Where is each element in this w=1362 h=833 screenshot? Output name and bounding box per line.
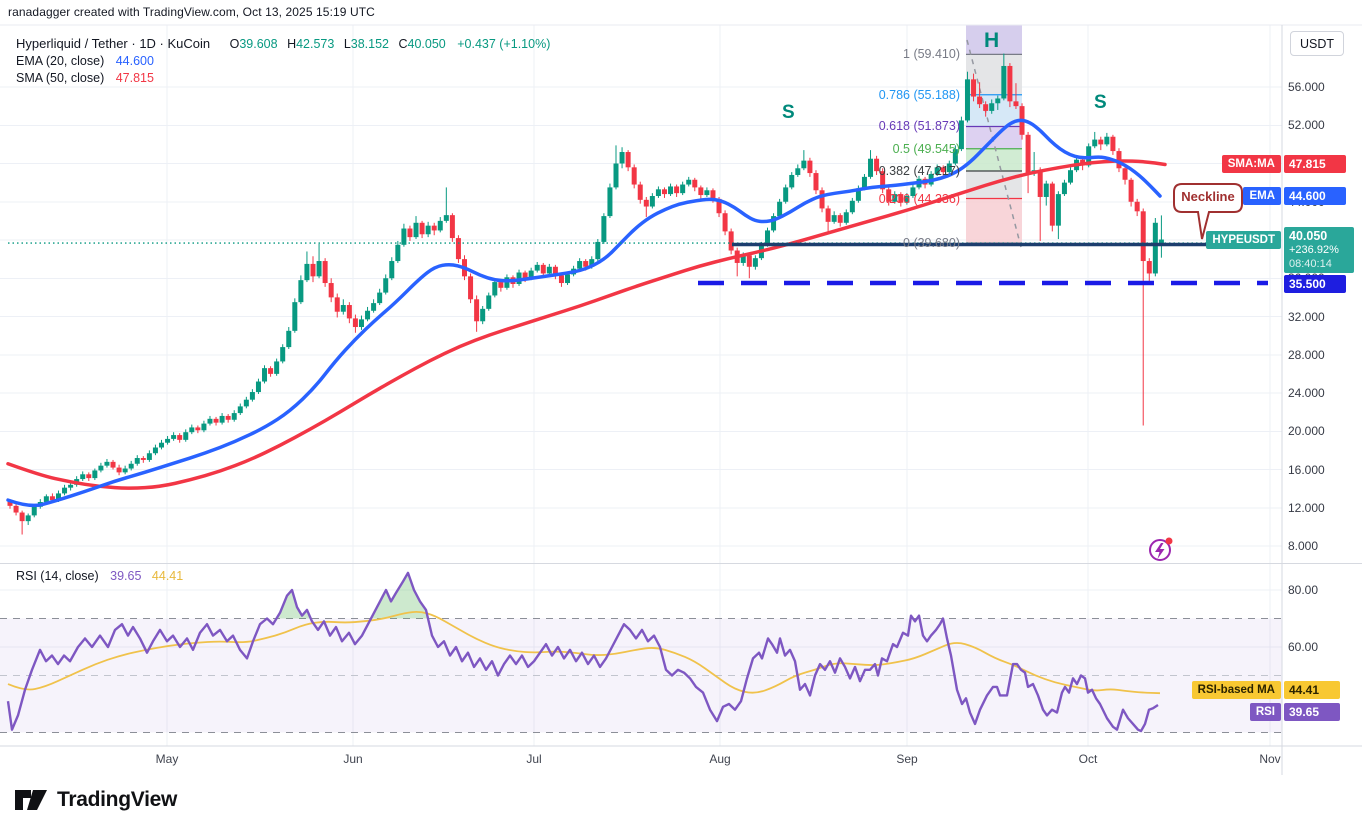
bar-countdown: 08:40:14: [1289, 258, 1332, 270]
ema-value: 44.600: [115, 54, 154, 68]
last-price-badge: 40.050 +236.92% 08:40:14: [1284, 227, 1354, 273]
price-tick-label: 52.000: [1288, 118, 1325, 133]
ema-label: EMA (20, close): [16, 54, 105, 68]
fib-level-label: 0.786 (55.188): [878, 87, 960, 102]
ema-20-line: [6, 118, 1162, 508]
price-tick-label: 28.000: [1288, 347, 1325, 362]
support-level-badge: 35.500: [1284, 275, 1346, 293]
symbol-line-tag: HYPEUSDT: [1206, 231, 1281, 249]
fib-level-label: 1 (59.410): [903, 47, 960, 62]
rsi-line: [6, 571, 1159, 733]
chart-legend[interactable]: Hyperliquid / Tether · 1D · KuCoin O39.6…: [16, 35, 550, 87]
left-shoulder-label: S: [782, 102, 795, 123]
price-tick-label: 32.000: [1288, 309, 1325, 324]
time-tick-label: Jun: [343, 752, 363, 766]
rsi-tick-label: 80.00: [1288, 583, 1319, 597]
tradingview-branding[interactable]: TradingView: [14, 787, 177, 813]
neckline-callout[interactable]: Neckline: [1181, 189, 1235, 204]
sma-label: SMA (50, close): [16, 71, 105, 85]
symbol-legend-row[interactable]: Hyperliquid / Tether · 1D · KuCoin O39.6…: [16, 35, 550, 53]
gridlines: [0, 25, 1282, 746]
credit-line: ranadagger created with TradingView.com,…: [8, 5, 375, 19]
price-tick-label: 8.000: [1288, 539, 1319, 553]
sma-value: 47.815: [115, 71, 154, 85]
fib-retracement-band: [966, 25, 1022, 248]
price-tick-label: 56.000: [1288, 80, 1325, 94]
sma-line-tag: SMA:MA: [1221, 155, 1281, 173]
rsi-label: RSI (14, close): [16, 569, 99, 583]
time-tick-label: Oct: [1078, 752, 1098, 766]
fib-level-label: 0 (39.680): [903, 236, 960, 251]
ema-price-badge: 44.600: [1284, 187, 1346, 205]
open-value: 39.608: [239, 37, 278, 51]
time-tick-label: Nov: [1259, 752, 1281, 766]
high-value: 42.573: [296, 37, 335, 51]
rsi-ma-value-badge: 44.41: [1284, 681, 1340, 699]
chart-canvas[interactable]: [0, 0, 1362, 775]
change-value: +0.437 (+1.10%): [457, 37, 551, 51]
price-tick-label: 20.000: [1288, 424, 1325, 439]
rsi-line-tag: RSI: [1249, 703, 1281, 721]
time-tick-label: Sep: [896, 752, 918, 766]
neckline-callout-bubble[interactable]: [1173, 183, 1243, 240]
low-label: L: [343, 37, 351, 51]
last-price: 40.050: [1289, 229, 1328, 243]
currency-toggle-button[interactable]: USDT: [1290, 31, 1344, 56]
time-tick-label: Jul: [526, 752, 542, 766]
rsi-value: 39.65: [110, 569, 142, 583]
price-change-percent: +236.92%: [1289, 244, 1339, 256]
close-label: C: [398, 37, 408, 51]
rsi-ma-value: 44.41: [151, 569, 184, 583]
price-tick-label: 24.000: [1288, 386, 1325, 400]
rsi-overbought-fill: [276, 572, 920, 619]
rsi-band: [0, 618, 1282, 733]
low-value: 38.152: [350, 37, 389, 51]
tradingview-logo-text: TradingView: [57, 788, 178, 811]
sma-legend-row[interactable]: SMA (50, close) 47.815: [16, 70, 550, 87]
sma-50-line: [6, 159, 1167, 490]
ema-line-tag: EMA: [1243, 187, 1281, 205]
fib-level-label: 0.236 (44.336): [878, 191, 960, 206]
high-label: H: [287, 37, 297, 51]
rsi-ma-line: [7, 611, 1161, 695]
rsi-legend-row[interactable]: RSI (14, close) 39.65 44.41: [16, 569, 183, 583]
fib-level-label: 0.382 (47.217): [878, 163, 960, 178]
rsi-value-badge: 39.65: [1284, 703, 1340, 721]
tradingview-logo-icon: [15, 790, 47, 810]
head-label: H: [984, 29, 1000, 52]
close-value: 40.050: [407, 37, 446, 51]
open-label: O: [229, 37, 240, 51]
price-tick-label: 12.000: [1288, 500, 1325, 515]
flash-icon[interactable]: [1149, 537, 1173, 561]
fib-level-label: 0.618 (51.873): [878, 119, 960, 134]
price-tick-label: 16.000: [1288, 462, 1325, 477]
fib-level-label: 0.5 (49.545): [892, 141, 960, 156]
rsi-ma-line-tag: RSI-based MA: [1191, 681, 1281, 699]
symbol-title: Hyperliquid / Tether · 1D · KuCoin: [16, 36, 211, 51]
sma-price-badge: 47.815: [1284, 155, 1346, 173]
time-tick-label: Aug: [709, 752, 731, 766]
time-tick-label: May: [155, 752, 179, 766]
right-shoulder-label: S: [1094, 92, 1107, 113]
ema-legend-row[interactable]: EMA (20, close) 44.600: [16, 53, 550, 70]
rsi-tick-label: 60.00: [1288, 640, 1319, 654]
